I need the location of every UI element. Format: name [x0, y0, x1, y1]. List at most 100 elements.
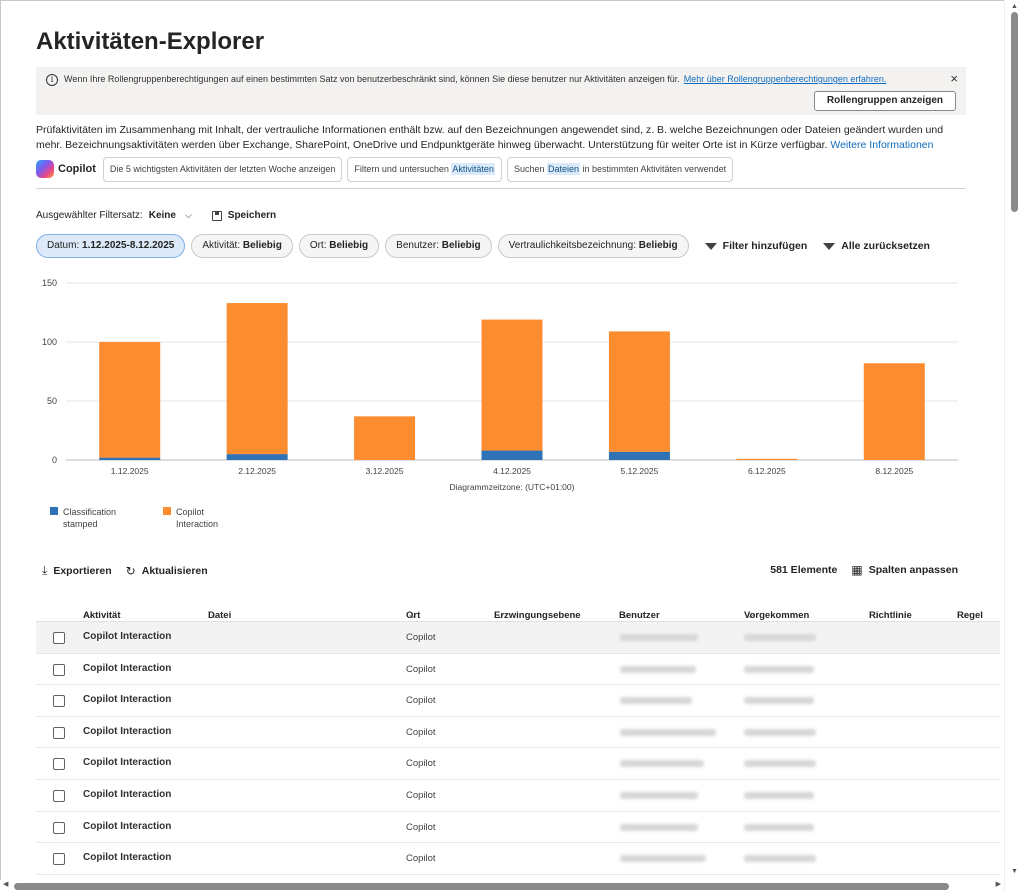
row-activity: Copilot Interaction — [83, 852, 172, 864]
scrollbar-thumb[interactable] — [1011, 12, 1018, 212]
chevron-down-icon: ⌵ — [409, 610, 416, 620]
table-row[interactable]: Copilot Interaction Copilot — [36, 812, 1000, 844]
export-button[interactable]: ⤓ Exportieren — [42, 563, 112, 578]
scroll-right-icon[interactable]: ▶ — [995, 881, 1001, 888]
add-filter-button[interactable]: Filter hinzufügen — [704, 240, 807, 252]
filter-value: 1.12.2025-8.12.2025 — [82, 240, 175, 251]
row-user-redacted — [620, 855, 706, 863]
customize-columns-button[interactable]: ▦ Spalten anpassen — [851, 563, 958, 577]
bar-classification-stamped[interactable] — [99, 457, 161, 460]
filter-pill-activity[interactable]: Aktivität: Beliebig — [191, 234, 293, 258]
row-date-redacted — [744, 665, 814, 673]
filter-pill-date[interactable]: Datum: 1.12.2025-8.12.2025 — [36, 234, 186, 258]
info-banner: i Wenn Ihre Rollengruppenberechtigungen … — [36, 67, 966, 115]
row-checkbox[interactable] — [53, 632, 65, 644]
chevron-down-icon: ⌵ — [211, 610, 218, 620]
row-checkbox[interactable] — [53, 695, 65, 708]
bar-copilot-interaction[interactable] — [99, 342, 161, 458]
x-tick-label: 1.12.2025 — [111, 466, 149, 476]
table-row[interactable]: Copilot Interaction Copilot — [36, 717, 1000, 749]
table-row[interactable]: Copilot Interaction Copilot — [36, 843, 1000, 875]
info-icon: i — [46, 74, 58, 86]
filter-set-dropdown[interactable]: Keine — [148, 210, 176, 221]
bar-classification-stamped[interactable] — [481, 450, 543, 460]
row-checkbox[interactable] — [53, 726, 65, 739]
copilot-prompt-search-files[interactable]: Suchen Dateien in bestimmten Aktivitäten… — [506, 156, 734, 182]
page-description: Prüfaktivitäten im Zusammenhang mit Inha… — [36, 123, 971, 153]
legend-item-classification[interactable]: Classification stamped — [50, 506, 133, 530]
horizontal-scrollbar[interactable]: ◀ ▶ — [0, 880, 1004, 892]
vertical-scrollbar[interactable]: ▲ ▼ — [1004, 0, 1024, 892]
row-checkbox[interactable] — [53, 853, 65, 866]
close-icon[interactable]: × — [950, 71, 958, 86]
row-location: Copilot — [406, 663, 436, 675]
filter-key: Benutzer: — [396, 240, 439, 251]
more-info-link[interactable]: Weitere Informationen — [830, 139, 934, 151]
row-checkbox[interactable] — [53, 789, 65, 802]
prompt-text: in bestimmten Aktivitäten verwendet — [580, 163, 727, 174]
banner-message: Wenn Ihre Rollengruppenberechtigungen au… — [64, 74, 886, 84]
column-label: Ort — [406, 610, 421, 621]
bar-copilot-interaction[interactable] — [863, 363, 925, 460]
table-row[interactable]: Copilot Interaction Copilot — [36, 622, 1000, 654]
bar-copilot-interaction[interactable] — [226, 303, 288, 455]
scroll-down-icon[interactable]: ▼ — [1011, 868, 1018, 875]
column-label: Erzwingungsebene — [494, 610, 581, 621]
row-checkbox[interactable] — [53, 821, 65, 834]
row-location: Copilot — [406, 821, 436, 833]
filter-pill-location[interactable]: Ort: Beliebig — [298, 234, 380, 258]
save-button[interactable]: Speichern — [211, 210, 276, 221]
item-count: 581 Elemente — [770, 564, 838, 576]
table-row[interactable]: Copilot Interaction Copilot — [36, 654, 1000, 686]
prompt-text: Suchen — [513, 163, 547, 174]
filter-pill-user[interactable]: Benutzer: Beliebig — [385, 234, 492, 258]
page-title: Aktivitäten-Explorer — [36, 28, 265, 55]
row-date-redacted — [744, 760, 816, 768]
row-location: Copilot — [406, 853, 436, 865]
filter-key: Datum: — [47, 240, 80, 251]
legend-item-copilot[interactable]: Copilot Interaction — [163, 506, 246, 530]
row-date-redacted — [744, 728, 816, 736]
scrollbar-thumb[interactable] — [14, 883, 949, 890]
table-row[interactable]: Copilot Interaction Copilot — [36, 685, 1000, 717]
scroll-left-icon[interactable]: ◀ — [3, 881, 9, 888]
filter-pill-sensitivity-label[interactable]: Vertraulichkeitsbezeichnung: Beliebig — [497, 234, 689, 258]
bar-copilot-interaction[interactable] — [481, 319, 543, 451]
role-groups-button[interactable]: Rollengruppen anzeigen — [813, 91, 956, 111]
banner-link[interactable]: Mehr über Rollengruppenberechtigungen er… — [683, 74, 887, 84]
legend-label: Copilot Interaction — [176, 507, 219, 529]
reset-all-label: Alle zurücksetzen — [841, 240, 930, 252]
copilot-prompt-top-activities[interactable]: Die 5 wichtigsten Aktivitäten der letzte… — [102, 156, 343, 182]
chevron-down-icon: ⌵ — [960, 610, 967, 620]
table-row[interactable]: Copilot Interaction Copilot — [36, 780, 1000, 812]
refresh-button[interactable]: ↻ Aktualisieren — [126, 564, 208, 578]
chevron-down-icon: ⌵ — [497, 610, 504, 620]
x-tick-label: 3.12.2025 — [366, 466, 404, 476]
copilot-icon — [36, 160, 54, 178]
copilot-prompt-filter-activities[interactable]: Filtern und untersuchen Aktivitäten — [347, 156, 502, 182]
y-tick-label: 150 — [42, 278, 57, 288]
filter-key: Ort: — [309, 240, 327, 251]
prompt-text: Filtern und untersuchen — [354, 163, 452, 174]
chevron-down-icon[interactable]: ⌵ — [184, 210, 192, 220]
bar-copilot-interaction[interactable] — [354, 416, 416, 460]
row-user-redacted — [620, 760, 704, 768]
scroll-up-icon[interactable]: ▲ — [1011, 3, 1018, 10]
row-date-redacted — [744, 697, 814, 705]
copilot-label: Copilot — [58, 163, 96, 175]
row-checkbox[interactable] — [53, 758, 65, 771]
bar-copilot-interaction[interactable] — [736, 458, 798, 460]
row-date-redacted — [744, 855, 816, 863]
bar-classification-stamped[interactable] — [608, 451, 670, 460]
row-user-redacted — [620, 728, 716, 736]
bar-copilot-interaction[interactable] — [608, 331, 670, 452]
table-row[interactable]: Copilot Interaction Copilot — [36, 748, 1000, 780]
reset-all-button[interactable]: Alle zurücksetzen — [823, 240, 930, 252]
bar-classification-stamped[interactable] — [226, 454, 288, 460]
row-activity: Copilot Interaction — [83, 662, 172, 674]
column-label: Datei — [208, 610, 232, 621]
column-label: Vorgekommen — [744, 610, 810, 621]
y-tick-label: 0 — [52, 455, 57, 465]
columns-icon: ▦ — [851, 563, 863, 577]
row-checkbox[interactable] — [53, 663, 65, 676]
